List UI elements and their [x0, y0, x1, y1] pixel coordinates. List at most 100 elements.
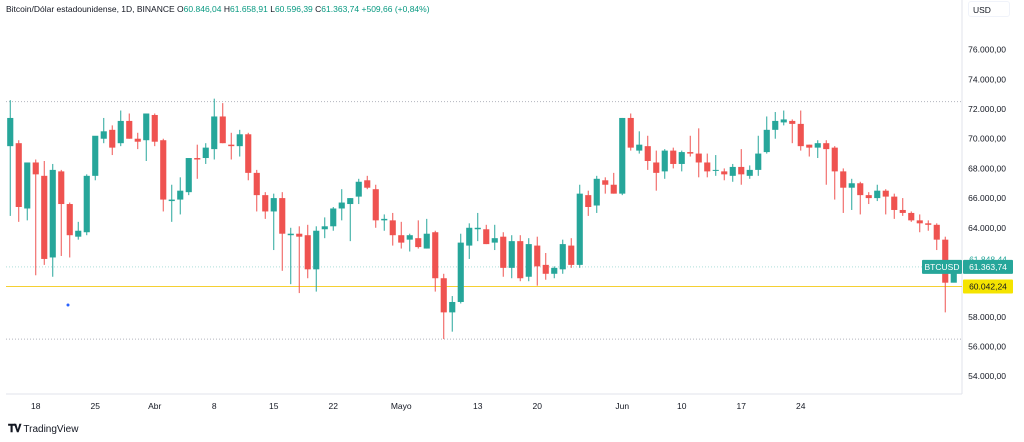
candle	[466, 223, 473, 259]
candle-body	[194, 158, 201, 160]
candle-body	[865, 195, 872, 199]
candle-body	[381, 218, 388, 221]
candle-body	[517, 241, 524, 279]
candle-body	[780, 119, 787, 123]
candle-body	[270, 198, 277, 212]
high-label: H	[223, 4, 231, 14]
candle-body	[330, 208, 337, 227]
candle	[457, 233, 464, 304]
candle	[151, 113, 158, 147]
candle	[321, 217, 328, 239]
candle	[661, 149, 668, 179]
y-tick-label: 66.000,00	[968, 193, 1006, 203]
candle-body	[882, 190, 889, 197]
candle-body	[721, 171, 728, 175]
candle-body	[874, 190, 881, 199]
candle	[202, 143, 209, 164]
candle	[83, 174, 90, 236]
candle	[389, 212, 396, 246]
candle	[296, 226, 303, 294]
candle-body	[704, 162, 711, 172]
candle	[831, 146, 838, 200]
y-tick-label: 74.000,00	[968, 74, 1006, 84]
candle-body	[287, 233, 294, 236]
symbol-description: Bitcoin/Dólar estadounidense, 1D, BINANC…	[6, 4, 175, 14]
candle-body	[678, 152, 685, 164]
candle	[491, 224, 498, 251]
candle	[372, 184, 379, 228]
candle	[585, 190, 592, 216]
candle	[568, 238, 575, 268]
candle	[398, 221, 405, 249]
candle-body	[551, 267, 558, 274]
candle	[670, 147, 677, 169]
x-tick-label: Mayo	[391, 401, 412, 411]
candle	[347, 198, 354, 242]
candle	[899, 198, 906, 216]
candle-body	[508, 241, 515, 268]
tradingview-mark-icon: 𝐓𝐕	[8, 423, 21, 435]
tradingview-logo[interactable]: 𝐓𝐕 TradingView	[8, 423, 78, 436]
y-tick-label: 54.000,00	[968, 371, 1006, 381]
candle-body	[568, 245, 575, 265]
candle-body	[576, 193, 583, 265]
candle	[100, 117, 107, 144]
candle	[653, 150, 660, 191]
candle	[746, 165, 753, 179]
candle	[279, 192, 286, 271]
candle-body	[559, 244, 566, 270]
candle-body	[109, 129, 116, 148]
candle-body	[83, 175, 90, 233]
candle-body	[398, 235, 405, 243]
candle-body	[347, 198, 354, 205]
candle	[593, 175, 600, 213]
currency-button[interactable]: USD	[968, 1, 1010, 17]
candle	[797, 110, 804, 151]
candle-body	[857, 183, 864, 196]
y-tick-label: 76.000,00	[968, 45, 1006, 55]
candle-body	[313, 230, 320, 270]
x-tick-label: 10	[677, 401, 687, 411]
candle	[474, 212, 481, 242]
candle	[304, 224, 311, 279]
candle-body	[593, 178, 600, 206]
candle-body	[534, 245, 541, 267]
candle	[704, 153, 711, 178]
candle-body	[797, 123, 804, 147]
candle	[500, 232, 507, 277]
candle	[287, 227, 294, 285]
ticker-tag: BTCUSD	[925, 262, 960, 272]
candle	[109, 125, 116, 156]
marker-dot	[66, 303, 70, 307]
candle	[840, 168, 847, 213]
candle-body	[355, 181, 362, 197]
candle-body	[262, 195, 269, 212]
y-tick-label: 72.000,00	[968, 104, 1006, 114]
candle-body	[695, 153, 702, 163]
x-tick-label: 13	[473, 401, 483, 411]
x-tick-label: 15	[269, 401, 279, 411]
candle-body	[950, 270, 957, 283]
x-tick-label: Jun	[615, 401, 629, 411]
candle	[432, 230, 439, 292]
low-label: L	[270, 4, 275, 14]
change-value: +509,66 (+0,84%)	[361, 4, 430, 14]
candle	[236, 129, 243, 157]
candle-body	[831, 147, 838, 172]
candle-body	[627, 117, 634, 148]
candle	[738, 149, 745, 185]
brand-name: TradingView	[23, 424, 79, 435]
candle	[66, 202, 73, 258]
candle-body	[202, 147, 209, 159]
candle	[355, 178, 362, 205]
candle-body	[823, 143, 830, 150]
candle-body	[483, 229, 490, 245]
candle-body	[755, 153, 762, 170]
y-tick-label: 68.000,00	[968, 163, 1006, 173]
candle-body	[925, 223, 932, 225]
candle-body	[160, 140, 167, 200]
candle	[253, 169, 260, 212]
candle-body	[372, 189, 379, 221]
candle	[865, 192, 872, 205]
